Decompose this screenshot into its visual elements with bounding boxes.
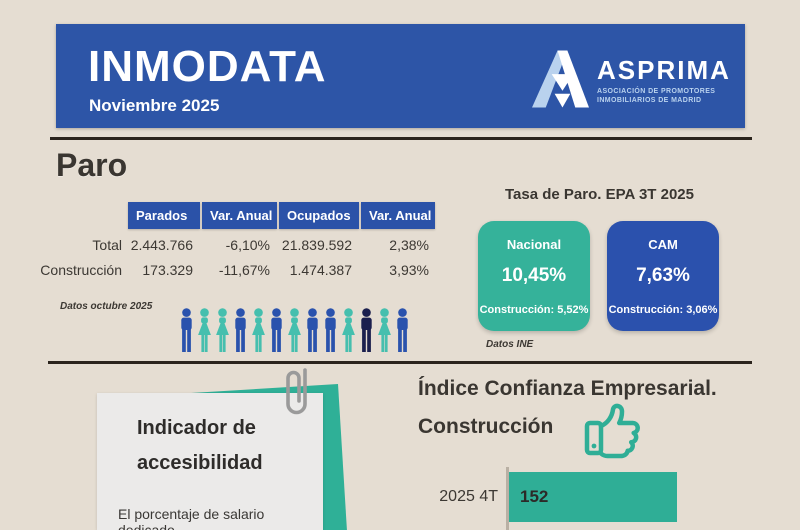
table-cell: 21.839.592 (281, 237, 352, 253)
person-icon-female (340, 308, 357, 352)
table-cell: -11,67% (218, 262, 270, 278)
tasa-rate-value: 10,45% (501, 265, 567, 286)
person-icon-male (232, 308, 249, 352)
person-icon-female (376, 308, 393, 352)
person-icon-female (196, 308, 213, 352)
table-cell: 3,93% (389, 262, 429, 278)
table-column-header: Var. Anual (202, 202, 277, 229)
person-icon-female (250, 308, 267, 352)
table-cell: 2,38% (389, 237, 429, 253)
person-icon-female (286, 308, 303, 352)
person-icon-male (394, 308, 411, 352)
person-icon-male (358, 308, 375, 352)
table-column-header: Ocupados (279, 202, 359, 229)
paro-section-title: Paro (56, 147, 128, 183)
tasa-region-label: CAM (648, 237, 678, 252)
issue-date: Noviembre 2025 (89, 96, 220, 115)
tasa-card-cam: CAM 7,63% Construcción: 3,06% (607, 221, 719, 331)
tasa-construction-value: Construcción: 5,52% (479, 304, 589, 316)
confidence-title-line1: Índice Confianza Empresarial. (418, 377, 717, 400)
table-column-header: Parados (128, 202, 200, 229)
table-cell: 173.329 (142, 262, 193, 278)
population-pictogram (178, 308, 411, 352)
chart-axis-line (506, 467, 509, 530)
thumbs-up-icon (584, 403, 640, 459)
asprima-logo-name: ASPRIMA (597, 55, 731, 85)
accessibility-body-text: El porcentaje de salario dedicado (118, 506, 265, 530)
person-icon-male (304, 308, 321, 352)
accessibility-title-line2: accesibilidad (137, 452, 263, 474)
person-icon-male (178, 308, 195, 352)
tasa-card-nacional: Nacional 10,45% Construcción: 5,52% (478, 221, 590, 331)
tasa-paro-title: Tasa de Paro. EPA 3T 2025 (505, 186, 694, 203)
person-icon-female (214, 308, 231, 352)
header-banner: INMODATA Noviembre 2025 ASPRIMA ASOCIACI… (56, 24, 745, 128)
tasa-construction-value: Construcción: 3,06% (608, 304, 718, 316)
table-footnote: Datos octubre 2025 (60, 301, 153, 312)
tasa-region-label: Nacional (506, 237, 562, 252)
asprima-logo: ASPRIMA ASOCIACIÓN DE PROMOTORES INMOBIL… (532, 50, 731, 108)
table-cell: 2.443.766 (130, 237, 193, 253)
chart-bar: 152 (509, 472, 677, 522)
chart-bar-value: 152 (520, 487, 549, 506)
accessibility-card: Indicador de accesibilidad El porcentaje… (97, 393, 323, 530)
tasa-footnote: Datos INE (486, 339, 534, 350)
person-icon-male (322, 308, 339, 352)
accessibility-title-line1: Indicador de (137, 417, 256, 439)
table-row-label: Total (92, 237, 122, 253)
table-cell: -6,10% (225, 237, 270, 253)
paperclip-icon (286, 368, 307, 415)
table-row-label: Construcción (40, 262, 122, 278)
section-divider-middle (48, 361, 752, 364)
asprima-logo-icon (532, 50, 589, 108)
asprima-tagline-line2: INMOBILIARIOS DE MADRID (597, 97, 702, 104)
table-cell: 1.474.387 (289, 262, 352, 278)
asprima-logo-text: ASPRIMA ASOCIACIÓN DE PROMOTORES INMOBIL… (597, 56, 731, 105)
section-divider-top (50, 137, 752, 140)
page-title: INMODATA (88, 42, 327, 91)
person-icon-male (268, 308, 285, 352)
chart-bar-label: 2025 4T (439, 488, 498, 505)
confidence-title-line2: Construcción (418, 415, 554, 438)
table-column-header: Var. Anual (361, 202, 435, 229)
tasa-rate-value: 7,63% (636, 265, 690, 286)
asprima-tagline-line1: ASOCIACIÓN DE PROMOTORES (597, 88, 716, 95)
